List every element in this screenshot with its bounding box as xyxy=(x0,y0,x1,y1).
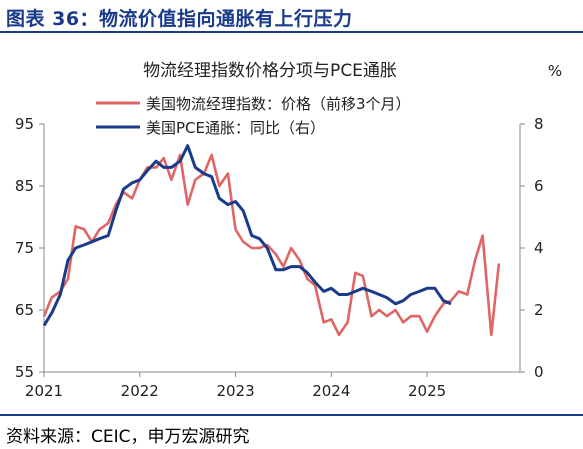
chart-title: 物流经理指数价格分项与PCE通胀 xyxy=(143,61,397,81)
x-tick-label: 2022 xyxy=(121,382,159,400)
y-right-tick-label: 6 xyxy=(534,177,544,195)
right-axis-unit: % xyxy=(548,62,562,80)
figure-title: 图表 36：物流价值指向通胀有上行压力 xyxy=(6,8,353,30)
series-line-logistics-price xyxy=(42,153,501,337)
y-left-tick-label: 55 xyxy=(15,363,34,381)
series-line-pce-yoy xyxy=(42,144,452,327)
legend-label-logistics: 美国物流经理指数：价格（前移3个月） xyxy=(146,95,411,113)
x-tick-label: 2024 xyxy=(312,382,350,400)
source-note: 资料来源：CEIC，申万宏源研究 xyxy=(6,427,250,447)
line-chart: 物流经理指数价格分项与PCE通胀 % 美国物流经理指数：价格（前移3个月） 美国… xyxy=(15,61,562,400)
x-tick-label: 2023 xyxy=(216,382,254,400)
x-tick-label: 2025 xyxy=(408,382,446,400)
y-right-tick-label: 8 xyxy=(534,115,544,133)
series-lines xyxy=(42,144,501,337)
axis-ticks: 2021 2022 2023 2024 2025 55 65 75 85 95 0 2 4 6 8 xyxy=(15,115,544,400)
y-right-tick-label: 4 xyxy=(534,239,544,257)
bottom-rule xyxy=(0,414,583,416)
x-tick-label: 2021 xyxy=(25,382,63,400)
y-left-tick-label: 95 xyxy=(15,115,34,133)
top-rule xyxy=(0,31,583,33)
y-right-tick-label: 0 xyxy=(534,363,544,381)
y-left-tick-label: 85 xyxy=(15,177,34,195)
y-right-tick-label: 2 xyxy=(534,301,544,319)
y-left-tick-label: 65 xyxy=(15,301,34,319)
y-left-tick-label: 75 xyxy=(15,239,34,257)
legend-label-pce: 美国PCE通胀：同比（右） xyxy=(146,119,325,137)
legend: 美国物流经理指数：价格（前移3个月） 美国PCE通胀：同比（右） xyxy=(96,95,411,137)
